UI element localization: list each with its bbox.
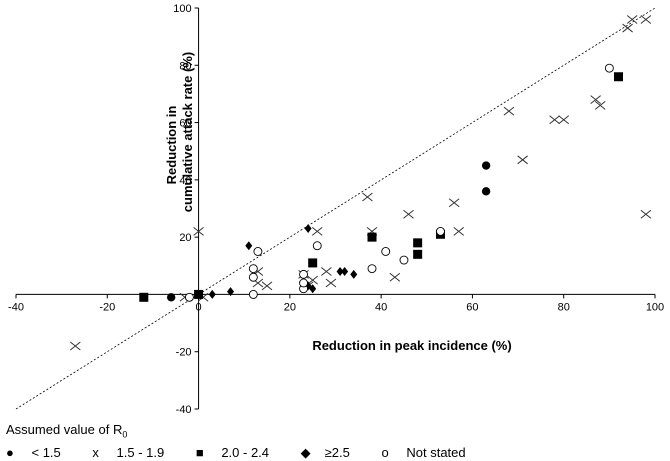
y-tick-label: 60 [179, 118, 191, 130]
data-point-x [626, 15, 638, 24]
data-point-x [307, 275, 318, 285]
data-point-x [325, 278, 337, 288]
y-axis-title-line-1: Reduction in [164, 106, 179, 185]
data-point-circle-filled [481, 161, 491, 170]
data-point-x [193, 227, 204, 236]
data-point-circle-open [248, 272, 258, 282]
data-point-x [403, 209, 414, 219]
y-tick-label: 80 [179, 60, 191, 72]
data-point-x [558, 115, 570, 125]
data-point-x [448, 198, 460, 208]
data-point-x [590, 95, 601, 105]
data-point-circle-open [436, 226, 445, 236]
data-point-x [70, 341, 81, 351]
data-point-diamond-filled [245, 241, 253, 251]
x-tick-label: 80 [558, 301, 570, 313]
x-tick-label: -20 [99, 301, 115, 313]
data-point-x [549, 115, 560, 125]
data-point-x [622, 23, 633, 33]
data-point-diamond-filled [309, 284, 317, 294]
data-point-circle-open [299, 278, 308, 288]
data-point-circle-open [312, 241, 322, 251]
data-point-circle-open [299, 269, 308, 279]
data-point-x [640, 15, 652, 24]
data-point-circle-open [248, 264, 258, 274]
data-point-x [517, 155, 528, 165]
legend-item-1-5-1-9: x 1.5 - 1.9 [92, 444, 165, 460]
y-axis-title-line-2: cumulative attack rate (%) [180, 52, 195, 212]
data-point-diamond-filled [304, 224, 312, 234]
data-point-circle-open [604, 63, 614, 73]
data-point-x [321, 267, 332, 276]
data-point-x [261, 281, 273, 291]
data-point-circle-filled [166, 293, 176, 302]
data-point-square-filled [413, 249, 423, 259]
data-point-x [594, 100, 606, 110]
y-tick-label: -40 [176, 404, 192, 416]
legend-title: Assumed value of R0 [6, 422, 128, 440]
reference-line-y-equals-x [15, 7, 656, 410]
data-point-diamond-filled [336, 267, 344, 277]
data-point-diamond-filled [227, 287, 235, 297]
tick-labels: -40 -20 0 20 40 60 80 100 -40 -20 20 40 60 80 100 [8, 3, 664, 416]
y-tick-label: 20 [179, 232, 191, 244]
legend-items: ● < 1.5 x 1.5 - 1.9 ■ 2.0 - 2.4 ◆ ≥2.5 o … [6, 444, 494, 461]
data-point-x [640, 209, 652, 219]
legend-item-lt-1-5: ● < 1.5 [6, 444, 61, 460]
legend-item-not-stated: o Not stated [381, 444, 466, 460]
data-point-x [389, 272, 401, 282]
x-tick-label: 40 [375, 301, 387, 313]
x-tick-label: 20 [284, 301, 296, 313]
data-point-x [503, 106, 515, 116]
data-point-circle-open [184, 292, 194, 302]
data-point-circle-open [399, 255, 409, 265]
y-tick-label: 40 [179, 175, 191, 187]
data-point-diamond-filled [341, 267, 349, 277]
data-point-x [311, 227, 323, 236]
x-tick-label: 60 [466, 301, 478, 313]
legend-item-2-0-2-4: ■ 2.0 - 2.4 [195, 444, 270, 460]
data-point-circle-open [367, 264, 377, 274]
data-point-square-filled [308, 258, 318, 268]
legend-item-ge-2-5: ◆ ≥2.5 [300, 444, 350, 460]
y-tick-label: 100 [173, 3, 191, 15]
x-tick-label: 0 [196, 301, 202, 313]
data-point-circle-open [253, 247, 263, 256]
data-point-square-filled [139, 292, 149, 302]
data-point-diamond-filled [208, 289, 216, 299]
data-point-square-filled [194, 289, 204, 299]
data-point-x [362, 192, 373, 202]
data-point-diamond-filled [350, 269, 358, 279]
data-point-circle-open [248, 289, 258, 299]
y-tick-label: -20 [176, 347, 192, 359]
x-axis-title: Reduction in peak incidence (%) [312, 338, 511, 353]
data-point-circle-filled [481, 187, 491, 196]
x-tick-label: -40 [8, 301, 24, 313]
x-tick-label: 100 [646, 301, 664, 313]
data-points [70, 15, 652, 351]
data-point-square-filled [413, 238, 423, 248]
data-point-circle-open [381, 247, 391, 256]
data-point-x [453, 227, 465, 236]
data-point-square-filled [367, 232, 377, 242]
data-point-square-filled [613, 72, 623, 82]
